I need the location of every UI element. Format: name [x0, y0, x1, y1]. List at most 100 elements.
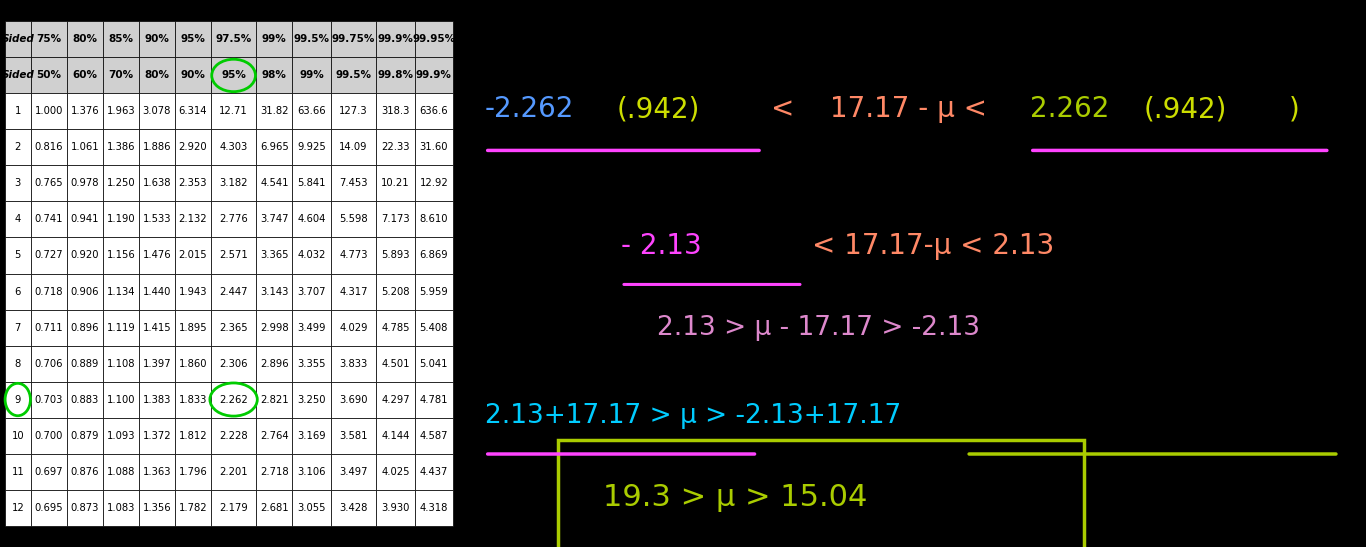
Text: 3.581: 3.581 — [339, 430, 367, 440]
Text: 1.372: 1.372 — [142, 430, 171, 440]
Text: 4.437: 4.437 — [419, 467, 448, 476]
Bar — [210, 166, 257, 201]
Text: 4.541: 4.541 — [260, 178, 288, 189]
Text: 1.533: 1.533 — [142, 214, 171, 224]
Bar — [102, 130, 139, 166]
Text: 1.100: 1.100 — [107, 394, 135, 405]
Bar — [331, 381, 376, 417]
Text: 1.383: 1.383 — [142, 394, 171, 405]
Bar — [376, 346, 415, 381]
Text: 2.262: 2.262 — [1030, 95, 1109, 124]
Bar — [415, 346, 454, 381]
Bar — [31, 346, 67, 381]
Bar — [67, 166, 102, 201]
Bar — [67, 346, 102, 381]
Bar — [67, 201, 102, 237]
Text: 22.33: 22.33 — [381, 142, 410, 153]
Bar — [4, 166, 31, 201]
Bar — [139, 274, 175, 310]
Text: 4.318: 4.318 — [419, 503, 448, 513]
Text: 5.041: 5.041 — [419, 358, 448, 369]
Text: 4.032: 4.032 — [298, 251, 325, 260]
Text: 3.250: 3.250 — [298, 394, 326, 405]
Bar — [376, 201, 415, 237]
Bar — [4, 130, 31, 166]
Text: 0.711: 0.711 — [34, 323, 63, 333]
Text: 0.896: 0.896 — [71, 323, 100, 333]
Bar — [4, 417, 31, 453]
Text: 3.182: 3.182 — [220, 178, 247, 189]
Text: 12: 12 — [11, 503, 25, 513]
Text: 99.9%: 99.9% — [377, 34, 414, 44]
Bar — [257, 94, 292, 130]
Bar — [210, 274, 257, 310]
Text: 4: 4 — [15, 214, 20, 224]
Bar — [292, 381, 331, 417]
Bar — [139, 490, 175, 526]
Bar — [376, 166, 415, 201]
Text: 12.92: 12.92 — [419, 178, 448, 189]
Text: 3.365: 3.365 — [260, 251, 288, 260]
Bar — [102, 346, 139, 381]
Text: 0.873: 0.873 — [71, 503, 100, 513]
Bar — [257, 346, 292, 381]
Text: 11: 11 — [11, 467, 25, 476]
Text: 0.978: 0.978 — [71, 178, 100, 189]
Bar — [292, 346, 331, 381]
Text: 7.453: 7.453 — [339, 178, 367, 189]
Bar — [102, 237, 139, 274]
Bar — [376, 57, 415, 94]
Bar — [102, 166, 139, 201]
Bar — [31, 130, 67, 166]
Text: 1.943: 1.943 — [179, 287, 208, 296]
Bar — [331, 130, 376, 166]
Text: 1.134: 1.134 — [107, 287, 135, 296]
Text: 5: 5 — [15, 251, 20, 260]
Text: 3.106: 3.106 — [298, 467, 326, 476]
Bar — [257, 57, 292, 94]
Bar — [4, 94, 31, 130]
Text: 0.700: 0.700 — [34, 430, 63, 440]
Text: 3.499: 3.499 — [298, 323, 326, 333]
Text: < 17.17-μ < 2.13: < 17.17-μ < 2.13 — [811, 232, 1055, 260]
Bar — [139, 381, 175, 417]
Bar — [31, 490, 67, 526]
Text: 3.078: 3.078 — [142, 107, 171, 117]
Bar — [4, 381, 31, 417]
Bar — [139, 130, 175, 166]
Text: 4.317: 4.317 — [339, 287, 367, 296]
Text: 3.428: 3.428 — [339, 503, 367, 513]
Text: 3.055: 3.055 — [298, 503, 326, 513]
Text: 2.179: 2.179 — [219, 503, 249, 513]
Bar — [31, 381, 67, 417]
Bar — [67, 490, 102, 526]
Text: 3.143: 3.143 — [260, 287, 288, 296]
Bar — [67, 21, 102, 57]
Text: 1.190: 1.190 — [107, 214, 135, 224]
Bar — [175, 310, 210, 346]
Bar — [4, 490, 31, 526]
Bar — [292, 417, 331, 453]
Bar — [139, 166, 175, 201]
Bar — [139, 201, 175, 237]
Text: 3.707: 3.707 — [298, 287, 326, 296]
Bar — [331, 21, 376, 57]
Text: 0.883: 0.883 — [71, 394, 100, 405]
Text: 4.029: 4.029 — [339, 323, 367, 333]
Text: 99.5%: 99.5% — [336, 71, 372, 80]
Bar — [376, 94, 415, 130]
Bar — [4, 346, 31, 381]
Bar — [292, 490, 331, 526]
Text: 98%: 98% — [262, 71, 287, 80]
Text: 1.088: 1.088 — [107, 467, 135, 476]
Text: 1.156: 1.156 — [107, 251, 135, 260]
Text: 99.8%: 99.8% — [377, 71, 414, 80]
Bar — [175, 57, 210, 94]
Bar — [331, 94, 376, 130]
Bar — [139, 310, 175, 346]
Text: 5.208: 5.208 — [381, 287, 410, 296]
Text: 2.262: 2.262 — [219, 394, 249, 405]
Bar — [257, 130, 292, 166]
Bar — [175, 417, 210, 453]
Text: 1.108: 1.108 — [107, 358, 135, 369]
